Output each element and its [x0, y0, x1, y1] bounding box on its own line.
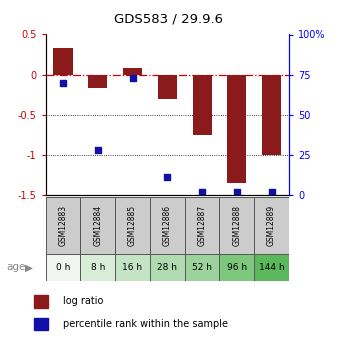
Bar — [254, 197, 289, 254]
Text: 0 h: 0 h — [56, 263, 70, 272]
Bar — [115, 254, 150, 281]
Bar — [150, 254, 185, 281]
Bar — [46, 254, 80, 281]
Bar — [34, 295, 48, 308]
Text: 8 h: 8 h — [91, 263, 105, 272]
Point — [60, 80, 66, 85]
Text: GSM12883: GSM12883 — [58, 205, 68, 246]
Bar — [193, 75, 212, 135]
Bar — [185, 254, 219, 281]
Bar — [80, 197, 115, 254]
Bar — [185, 197, 219, 254]
Text: log ratio: log ratio — [63, 296, 103, 306]
Bar — [219, 197, 254, 254]
Bar — [158, 75, 177, 99]
Text: GSM12888: GSM12888 — [232, 205, 241, 246]
Point — [95, 147, 100, 153]
Point — [234, 189, 240, 195]
Text: 96 h: 96 h — [227, 263, 247, 272]
Point — [269, 189, 274, 195]
Text: GSM12884: GSM12884 — [93, 205, 102, 246]
Bar — [123, 68, 142, 75]
Text: GSM12886: GSM12886 — [163, 205, 172, 246]
Text: ▶: ▶ — [25, 263, 33, 272]
Bar — [88, 75, 107, 88]
Text: age: age — [7, 263, 26, 272]
Bar — [150, 197, 185, 254]
Bar — [80, 254, 115, 281]
Text: percentile rank within the sample: percentile rank within the sample — [63, 319, 227, 329]
Bar — [53, 48, 73, 75]
Bar — [219, 254, 254, 281]
Point — [199, 189, 205, 195]
Text: GDS583 / 29.9.6: GDS583 / 29.9.6 — [115, 12, 223, 25]
Point — [165, 175, 170, 180]
Bar — [227, 75, 246, 183]
Bar — [115, 197, 150, 254]
Point — [130, 75, 135, 81]
Text: GSM12885: GSM12885 — [128, 205, 137, 246]
Text: 28 h: 28 h — [157, 263, 177, 272]
Text: 144 h: 144 h — [259, 263, 284, 272]
Text: 16 h: 16 h — [122, 263, 143, 272]
Text: GSM12889: GSM12889 — [267, 205, 276, 246]
Text: 52 h: 52 h — [192, 263, 212, 272]
Bar — [254, 254, 289, 281]
Bar — [34, 318, 48, 330]
Bar — [46, 197, 80, 254]
Text: GSM12887: GSM12887 — [198, 205, 207, 246]
Bar — [262, 75, 281, 155]
